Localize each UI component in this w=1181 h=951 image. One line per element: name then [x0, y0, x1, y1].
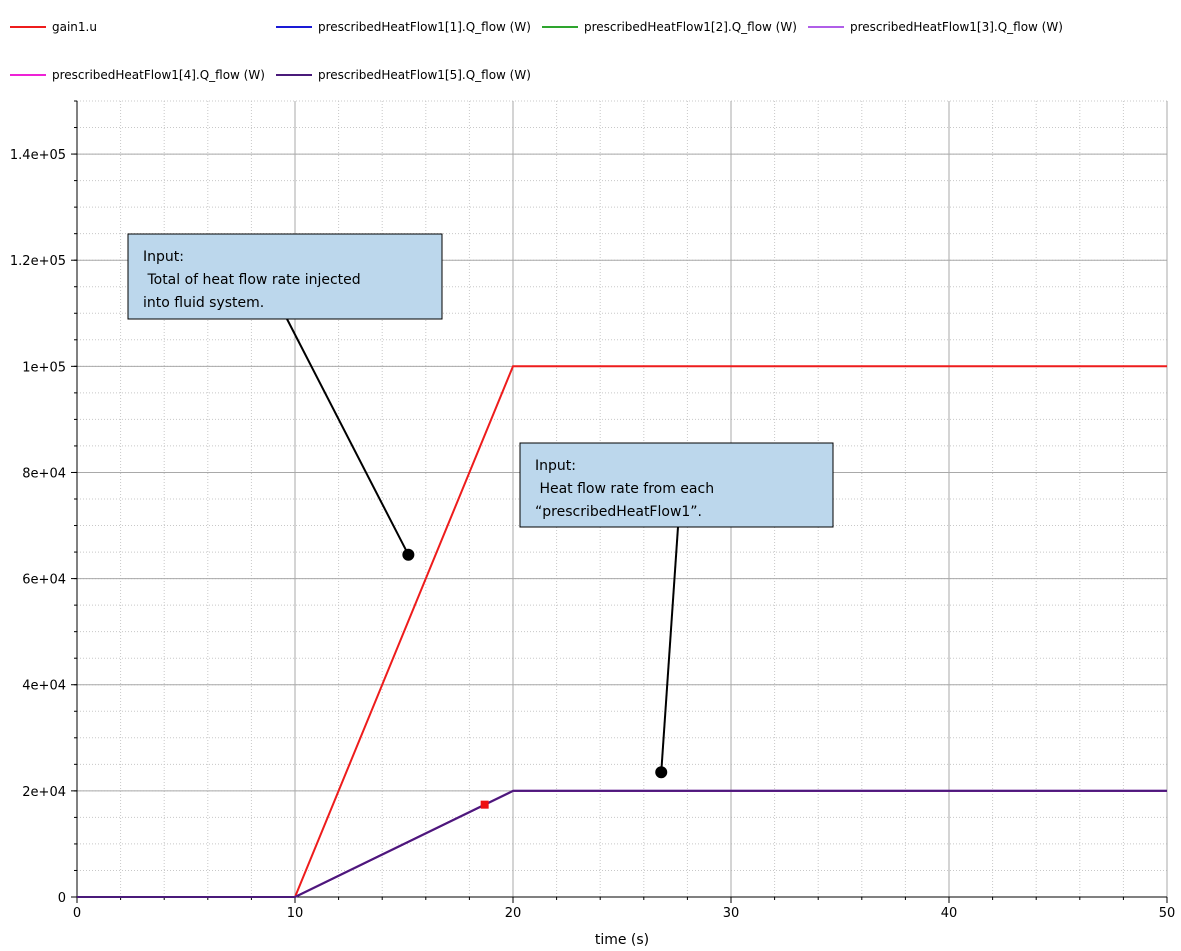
annotation-callout: Input: Total of heat flow rate injected i… — [127, 233, 443, 561]
annotation-leader-line — [660, 526, 679, 773]
series-line — [77, 789, 1167, 898]
annotation-point — [655, 766, 668, 779]
annotation-leader-line — [286, 318, 410, 556]
y-tick-label: 1.4e+05 — [10, 148, 66, 163]
data-marker — [480, 800, 489, 809]
legend-entry: prescribedHeatFlow1[3].Q_flow (W) — [808, 20, 1063, 34]
y-tick-label: 0 — [58, 891, 66, 906]
annotation-callout: Input: Heat flow rate from each “prescrib… — [519, 442, 834, 779]
annotation-text: Total of heat flow rate injected — [143, 272, 361, 288]
legend-entry: prescribedHeatFlow1[2].Q_flow (W) — [542, 20, 797, 34]
legend-entry: gain1.u — [10, 20, 97, 34]
legend-entry: prescribedHeatFlow1[1].Q_flow (W) — [276, 20, 531, 34]
data-marker-layer — [480, 800, 489, 809]
series-line — [77, 789, 1167, 898]
annotation-point — [402, 548, 415, 561]
y-tick-label: 1.2e+05 — [10, 254, 66, 269]
legend-entry: prescribedHeatFlow1[5].Q_flow (W) — [276, 68, 531, 82]
legend: gain1.u prescribedHeatFlow1[1].Q_flow (W)… — [10, 20, 1063, 82]
legend-label: prescribedHeatFlow1[1].Q_flow (W) — [318, 20, 531, 34]
x-tick-label: 0 — [73, 906, 81, 921]
legend-entry: prescribedHeatFlow1[4].Q_flow (W) — [10, 68, 265, 82]
x-tick-label: 50 — [1159, 906, 1176, 921]
legend-label: prescribedHeatFlow1[4].Q_flow (W) — [52, 68, 265, 82]
y-tick-label: 6e+04 — [22, 573, 66, 588]
legend-label: gain1.u — [52, 20, 97, 34]
x-axis-title: time (s) — [595, 932, 649, 948]
annotation-text: Heat flow rate from each — [535, 481, 714, 497]
series-lines — [77, 365, 1167, 898]
annotation-text: Input: — [143, 249, 184, 265]
annotation-text: “prescribedHeatFlow1”. — [535, 504, 702, 520]
y-tick-label: 4e+04 — [22, 679, 66, 694]
x-tick-label: 20 — [505, 906, 522, 921]
legend-label: prescribedHeatFlow1[3].Q_flow (W) — [850, 20, 1063, 34]
x-tick-label: 40 — [941, 906, 958, 921]
series-line — [77, 789, 1167, 898]
annotation-text: Input: — [535, 458, 576, 474]
annotation-text: into fluid system. — [143, 295, 264, 311]
annotation-box — [127, 233, 443, 320]
annotation-box — [519, 442, 834, 528]
x-tick-label: 30 — [723, 906, 740, 921]
annotations: Input: Total of heat flow rate injected i… — [127, 233, 834, 779]
legend-label: prescribedHeatFlow1[2].Q_flow (W) — [584, 20, 797, 34]
legend-label: prescribedHeatFlow1[5].Q_flow (W) — [318, 68, 531, 82]
y-tick-label: 8e+04 — [22, 466, 66, 481]
series-line — [77, 789, 1167, 898]
y-tick-label: 2e+04 — [22, 785, 66, 800]
series-line — [77, 789, 1167, 898]
x-tick-label: 10 — [287, 906, 304, 921]
y-tick-label: 1e+05 — [22, 360, 66, 375]
